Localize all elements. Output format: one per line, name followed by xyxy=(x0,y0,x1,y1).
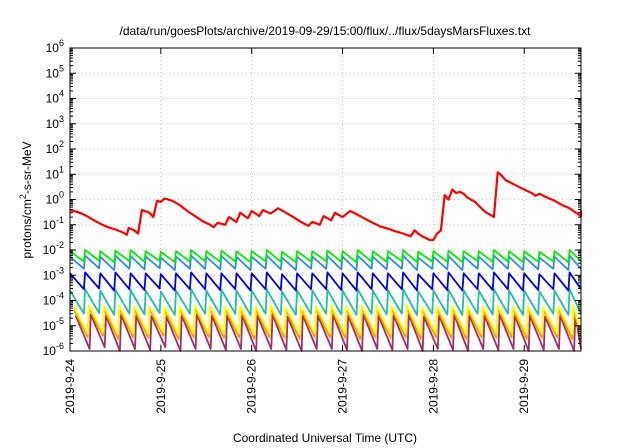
series-layer xyxy=(69,171,583,352)
series-line xyxy=(69,171,583,242)
x-tick-label: 2019-9-24 xyxy=(63,359,77,414)
y-tick-label: 105 xyxy=(46,63,64,80)
y-axis-label-prefix: protons/cm xyxy=(20,199,34,258)
y-tick-label: 10-4 xyxy=(43,291,64,308)
x-axis: 2019-9-24 2019-9-25 2019-9-26 2019-9-27 2019… xyxy=(63,48,531,414)
series-line xyxy=(72,304,582,336)
x-tick-label: 2019-9-26 xyxy=(245,359,259,414)
x-axis-label: Coordinated Universal Time (UTC) xyxy=(233,431,417,445)
chart-title: /data/run/goesPlots/archive/2019-09-29/1… xyxy=(120,24,532,38)
y-tick-label: 10-6 xyxy=(43,341,64,358)
y-axis-label-superscript: 2 xyxy=(18,194,28,199)
y-tick-label: 101 xyxy=(46,164,64,181)
x-tick-label: 2019-9-27 xyxy=(336,359,350,414)
y-tick-label: 10-3 xyxy=(43,265,64,282)
y-tick-label: 103 xyxy=(46,114,64,131)
x-tick-label: 2019-9-28 xyxy=(426,359,440,414)
grid xyxy=(70,48,581,351)
series-line xyxy=(69,249,582,264)
y-tick-label: 104 xyxy=(46,89,64,106)
x-tick-label: 2019-9-29 xyxy=(517,359,531,414)
series-line xyxy=(74,313,582,352)
y-axis-label-suffix: -s-sr-MeV xyxy=(20,141,34,194)
y-axis-label: protons/cm2-s-sr-MeV xyxy=(18,141,34,258)
x-tick-label: 2019-9-25 xyxy=(154,359,168,414)
series-line xyxy=(69,271,582,292)
y-tick-label: 10-2 xyxy=(43,240,64,257)
series-line xyxy=(69,288,582,316)
y-axis: 10-6 10-5 10-4 10-3 10-2 10-1 100 101 102 103 104 1… xyxy=(43,38,581,358)
y-tick-label: 106 xyxy=(46,38,64,55)
y-tick-label: 102 xyxy=(46,139,64,156)
y-tick-label: 10-5 xyxy=(43,316,64,333)
y-tick-label: 100 xyxy=(46,190,64,207)
y-tick-label: 10-1 xyxy=(43,215,64,232)
